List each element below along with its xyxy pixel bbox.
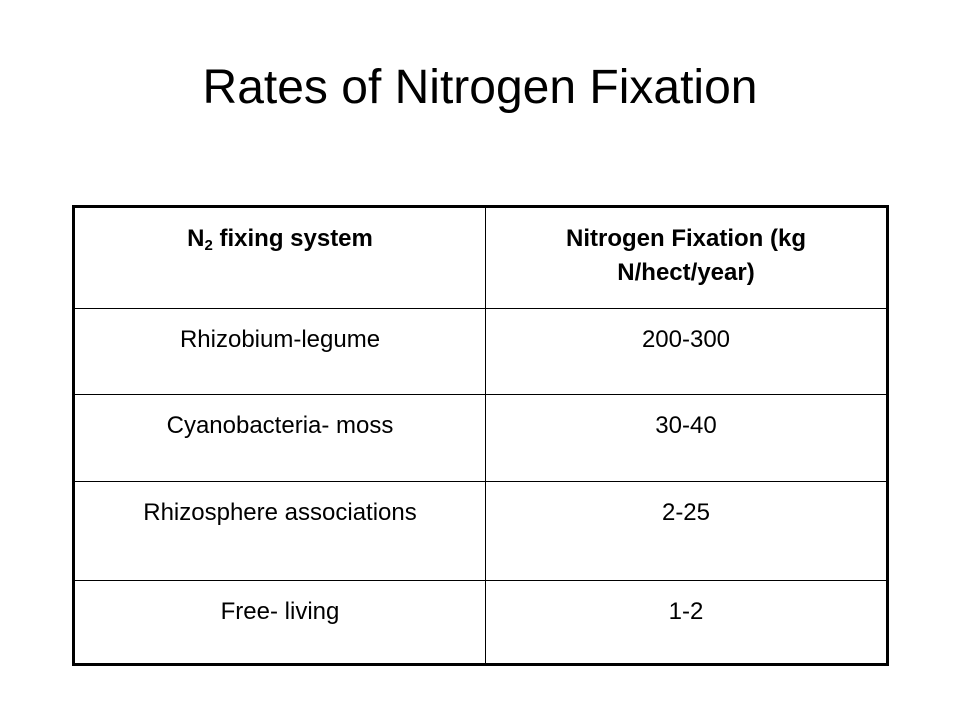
table-cell: 30-40: [485, 394, 888, 482]
slide-title: Rates of Nitrogen Fixation: [202, 61, 758, 114]
header-cell: N2 fixing system: [73, 206, 486, 309]
header-text: N: [187, 225, 205, 252]
header-subscript: 2: [204, 237, 213, 254]
table-cell: Free- living: [73, 580, 486, 665]
table-cell: 200-300: [485, 308, 888, 395]
table-body: N2 fixing system Nitrogen Fixation (kg N/…: [73, 206, 888, 665]
table-cell: Cyanobacteria- moss: [73, 394, 486, 482]
header-text: fixing system: [212, 225, 373, 252]
header-cell: Nitrogen Fixation (kg N/hect/year): [485, 206, 888, 309]
table-cell: 1-2: [485, 580, 888, 665]
table-row: Cyanobacteria- moss 30-40: [73, 394, 888, 482]
table-cell: 2-25: [485, 481, 888, 581]
table-cell: Rhizobium-legume: [73, 308, 486, 395]
table-cell: Rhizosphere associations: [73, 481, 486, 581]
table-row: Rhizosphere associations 2-25: [73, 481, 888, 581]
table-row: Free- living 1-2: [73, 580, 888, 665]
table-row: Rhizobium-legume 200-300: [73, 308, 888, 395]
header-row: N2 fixing system Nitrogen Fixation (kg N/…: [73, 206, 888, 309]
nitrogen-table: N2 fixing system Nitrogen Fixation (kg N/…: [72, 205, 889, 666]
